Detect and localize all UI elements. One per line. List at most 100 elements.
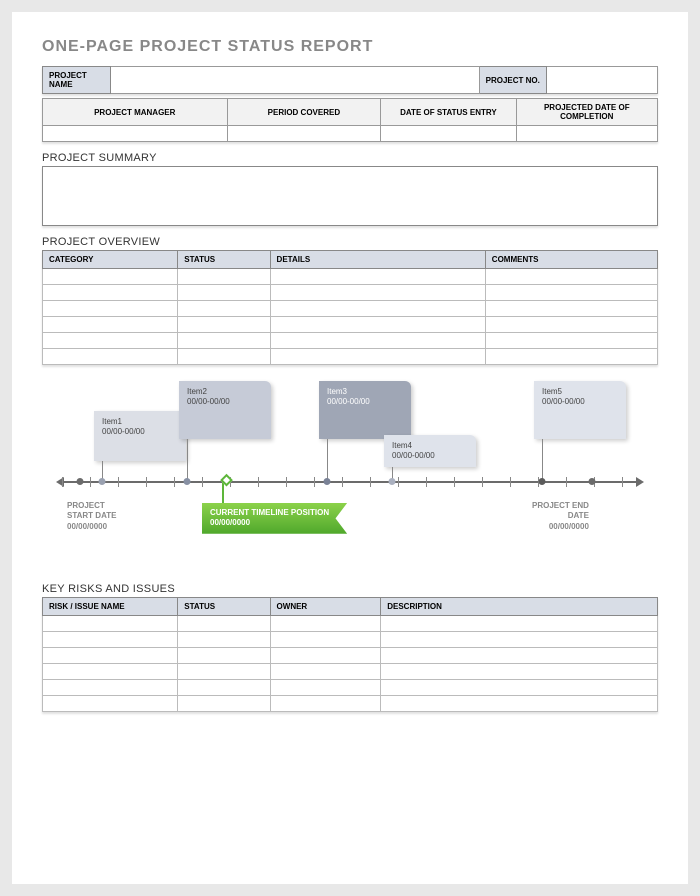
manager-label: PROJECT MANAGER	[43, 99, 228, 126]
table-cell[interactable]	[43, 696, 178, 712]
period-input[interactable]	[227, 126, 381, 142]
timeline-tick	[342, 477, 343, 487]
timeline-tick	[622, 477, 623, 487]
column-header: DETAILS	[270, 251, 485, 269]
table-cell[interactable]	[178, 648, 270, 664]
table-cell[interactable]	[178, 616, 270, 632]
table-cell[interactable]	[178, 680, 270, 696]
timeline-tick	[454, 477, 455, 487]
table-cell[interactable]	[43, 349, 178, 365]
table-cell[interactable]	[43, 632, 178, 648]
table-row	[43, 269, 658, 285]
timeline-tick	[482, 477, 483, 487]
table-cell[interactable]	[381, 664, 658, 680]
entry-date-input[interactable]	[381, 126, 516, 142]
table-cell[interactable]	[178, 696, 270, 712]
timeline-item-date: 00/00-00/00	[327, 397, 403, 407]
timeline-tick	[566, 477, 567, 487]
timeline-tick	[314, 477, 315, 487]
summary-box[interactable]	[42, 166, 658, 226]
column-header: CATEGORY	[43, 251, 178, 269]
timeline-tick	[146, 477, 147, 487]
table-cell[interactable]	[43, 333, 178, 349]
completion-label: PROJECTED DATE OF COMPLETION	[516, 99, 657, 126]
table-cell[interactable]	[178, 285, 270, 301]
table-cell[interactable]	[381, 696, 658, 712]
timeline-connector	[327, 439, 328, 481]
table-cell[interactable]	[43, 317, 178, 333]
timeline-item-date: 00/00-00/00	[542, 397, 618, 407]
timeline-tick	[398, 477, 399, 487]
table-cell[interactable]	[43, 269, 178, 285]
timeline-tick	[62, 477, 63, 487]
table-cell[interactable]	[485, 333, 657, 349]
table-cell[interactable]	[43, 285, 178, 301]
table-cell[interactable]	[485, 349, 657, 365]
table-cell[interactable]	[485, 301, 657, 317]
table-cell[interactable]	[381, 632, 658, 648]
timeline-dot	[539, 478, 546, 485]
table-cell[interactable]	[485, 285, 657, 301]
table-cell[interactable]	[270, 285, 485, 301]
timeline-dot	[184, 478, 191, 485]
table-cell[interactable]	[270, 664, 381, 680]
table-cell[interactable]	[270, 269, 485, 285]
table-cell[interactable]	[270, 333, 485, 349]
table-cell[interactable]	[270, 680, 381, 696]
table-cell[interactable]	[270, 632, 381, 648]
timeline-item: Item500/00-00/00	[534, 381, 626, 439]
table-cell[interactable]	[43, 648, 178, 664]
entry-date-label: DATE OF STATUS ENTRY	[381, 99, 516, 126]
table-cell[interactable]	[485, 317, 657, 333]
timeline-item-title: Item1	[102, 417, 178, 427]
project-name-label: PROJECT NAME	[43, 67, 111, 94]
project-no-input[interactable]	[547, 67, 658, 94]
table-row	[43, 333, 658, 349]
timeline-connector	[542, 439, 543, 481]
timeline-tick	[202, 477, 203, 487]
table-cell[interactable]	[270, 301, 485, 317]
page: ONE-PAGE PROJECT STATUS REPORT PROJECT N…	[12, 12, 688, 884]
table-cell[interactable]	[43, 301, 178, 317]
table-cell[interactable]	[270, 648, 381, 664]
table-cell[interactable]	[178, 269, 270, 285]
table-row	[43, 632, 658, 648]
page-title: ONE-PAGE PROJECT STATUS REPORT	[42, 38, 658, 56]
table-cell[interactable]	[270, 317, 485, 333]
table-cell[interactable]	[270, 616, 381, 632]
table-row	[43, 317, 658, 333]
table-cell[interactable]	[381, 616, 658, 632]
table-cell[interactable]	[381, 680, 658, 696]
table-cell[interactable]	[178, 349, 270, 365]
table-row	[43, 349, 658, 365]
table-cell[interactable]	[270, 696, 381, 712]
manager-input[interactable]	[43, 126, 228, 142]
table-cell[interactable]	[178, 664, 270, 680]
project-name-input[interactable]	[110, 67, 479, 94]
summary-heading: PROJECT SUMMARY	[42, 152, 658, 164]
completion-input[interactable]	[516, 126, 657, 142]
table-cell[interactable]	[178, 632, 270, 648]
table-cell[interactable]	[381, 648, 658, 664]
timeline-axis	[62, 481, 638, 483]
timeline-tick	[90, 477, 91, 487]
timeline-tick	[258, 477, 259, 487]
timeline-item: Item300/00-00/00	[319, 381, 411, 439]
table-cell[interactable]	[178, 333, 270, 349]
table-cell[interactable]	[178, 301, 270, 317]
timeline: Item100/00-00/00Item200/00-00/00Item300/…	[42, 373, 658, 573]
table-cell[interactable]	[43, 616, 178, 632]
table-cell[interactable]	[178, 317, 270, 333]
table-row	[43, 301, 658, 317]
overview-table: CATEGORYSTATUSDETAILSCOMMENTS	[42, 250, 658, 365]
table-row	[43, 696, 658, 712]
table-row	[43, 648, 658, 664]
overview-heading: PROJECT OVERVIEW	[42, 236, 658, 248]
table-row	[43, 285, 658, 301]
info-table-2: PROJECT MANAGER PERIOD COVERED DATE OF S…	[42, 98, 658, 142]
table-cell[interactable]	[43, 680, 178, 696]
timeline-tick	[286, 477, 287, 487]
table-cell[interactable]	[270, 349, 485, 365]
table-cell[interactable]	[485, 269, 657, 285]
table-cell[interactable]	[43, 664, 178, 680]
